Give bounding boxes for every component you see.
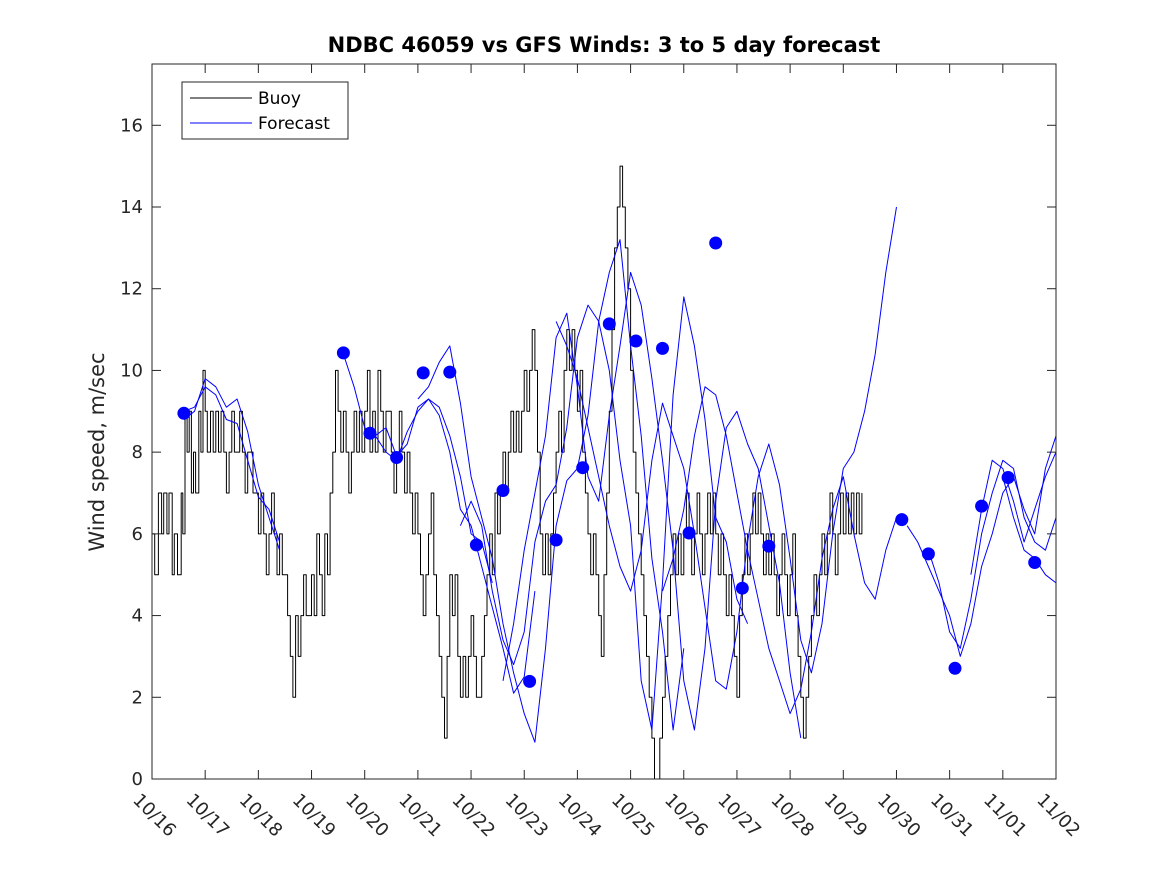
y-tick-label: 2 (132, 687, 143, 708)
x-tick-label: 11/01 (979, 790, 1031, 842)
x-tick-label: 10/16 (128, 790, 180, 842)
series-layer (152, 165, 1057, 780)
y-tick-label: 6 (132, 524, 143, 545)
x-tick-label: 10/25 (607, 790, 659, 842)
y-tick-label: 8 (132, 442, 143, 463)
x-tick-label: 10/18 (235, 790, 287, 842)
y-tick-label: 10 (120, 360, 143, 381)
forecast-point-marker (656, 341, 669, 355)
forecast-point-marker (496, 484, 510, 497)
y-tick-label: 14 (120, 197, 143, 218)
forecast-series-line-5 (417, 239, 685, 743)
forecast-point-marker (549, 533, 563, 547)
forecast-point-marker (921, 547, 935, 561)
x-tick-label: 11/02 (1032, 790, 1084, 842)
forecast-point-marker (469, 538, 483, 552)
forecast-point-marker (948, 661, 962, 675)
x-tick-label: 10/20 (341, 790, 393, 842)
forecast-series-line-12 (970, 451, 1057, 575)
y-tick-label: 4 (132, 606, 143, 627)
forecast-series-line-1 (183, 386, 281, 543)
legend: Buoy Forecast (181, 81, 349, 140)
x-tick-label: 10/19 (288, 790, 340, 842)
legend-forecast-label: Forecast (258, 114, 330, 134)
forecast-point-marker (363, 426, 377, 440)
y-axis-label: Wind speed, m/sec (85, 352, 109, 551)
x-tick-label: 10/28 (767, 790, 819, 842)
x-tick-label: 10/21 (394, 790, 446, 842)
chart-title: NDBC 46059 vs GFS Winds: 3 to 5 day fore… (328, 33, 881, 57)
x-tick-label: 10/29 (820, 790, 872, 842)
forecast-point-marker (975, 499, 989, 513)
legend-buoy-label: Buoy (258, 89, 301, 109)
x-tick-label: 10/31 (926, 790, 978, 842)
forecast-point-marker (390, 451, 404, 464)
x-tick-label: 10/24 (554, 790, 606, 842)
forecast-series-line-13 (1002, 476, 1057, 584)
x-tick-label: 10/23 (501, 790, 553, 842)
forecast-series-line-8 (555, 206, 897, 690)
marker-layer (177, 236, 1042, 688)
x-tick-label: 10/22 (448, 790, 500, 842)
forecast-point-marker (416, 366, 430, 380)
plot-area (152, 64, 1056, 779)
forecast-point-marker (1001, 471, 1015, 484)
forecast-point-marker (629, 334, 643, 348)
y-tick-label: 12 (120, 279, 143, 300)
forecast-point-marker (735, 581, 749, 595)
forecast-point-marker (762, 539, 776, 553)
y-tick-label: 16 (120, 115, 143, 136)
forecast-point-marker (895, 513, 909, 527)
forecast-series-line-11 (927, 459, 1057, 649)
plot-frame (151, 63, 1057, 780)
x-tick-label: 10/17 (182, 790, 234, 842)
forecast-series-line-2 (183, 378, 281, 551)
forecast-point-marker (177, 406, 191, 420)
x-tick-label: 10/27 (713, 790, 765, 842)
forecast-series-line-10 (906, 435, 1057, 657)
x-tick-label: 10/26 (660, 790, 712, 842)
forecast-point-marker (682, 526, 696, 540)
y-tick-label: 0 (132, 769, 143, 790)
forecast-series-line-9 (662, 386, 897, 715)
forecast-series-line-4 (374, 398, 536, 694)
forecast-point-marker (336, 346, 350, 360)
forecast-point-marker (709, 236, 723, 250)
forecast-point-marker (576, 461, 590, 475)
forecast-point-marker (523, 674, 537, 688)
forecast-point-marker (443, 365, 457, 379)
x-tick-label: 10/30 (873, 790, 925, 842)
forecast-point-marker (602, 317, 616, 331)
forecast-series-line-7 (502, 271, 802, 739)
forecast-point-marker (1028, 556, 1042, 569)
legend-box (181, 81, 349, 140)
